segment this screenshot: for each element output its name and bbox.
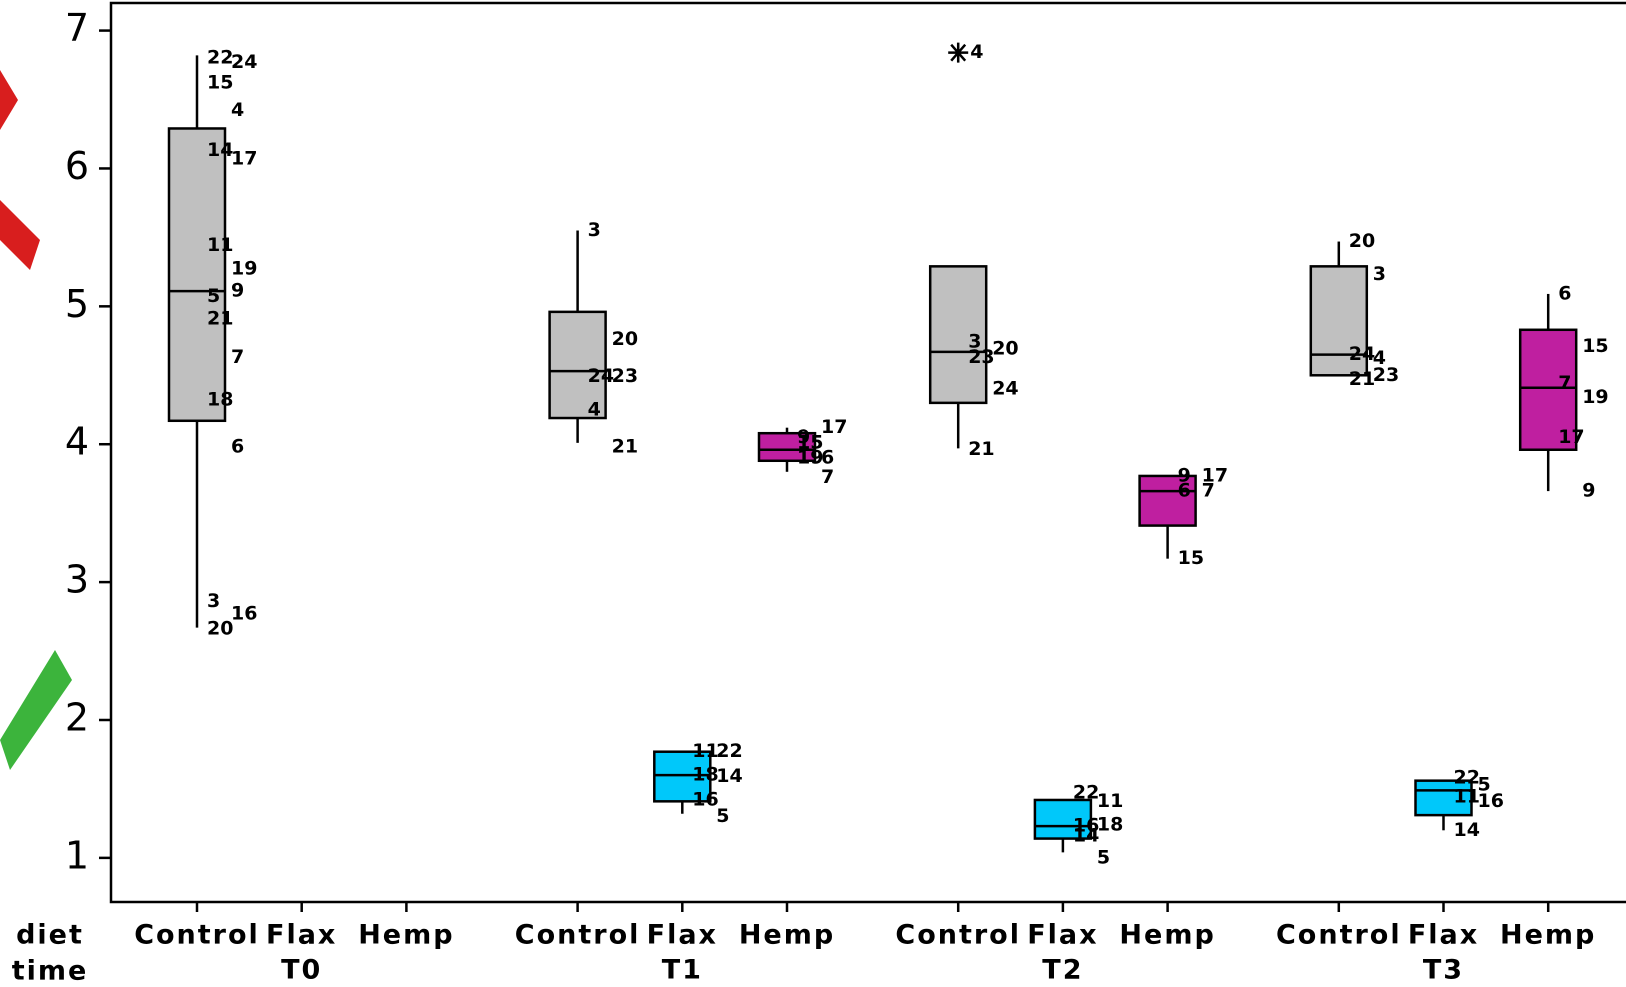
point-label: 19 bbox=[797, 447, 823, 469]
point-label: 24 bbox=[231, 51, 257, 73]
point-label: 4 bbox=[588, 398, 601, 420]
point-label: 20 bbox=[1349, 230, 1375, 252]
x-tick-label: Control bbox=[895, 920, 1021, 951]
point-label: 7 bbox=[1202, 480, 1215, 502]
point-label: 20 bbox=[992, 338, 1018, 360]
x-tick-label: Hemp bbox=[1119, 920, 1215, 951]
decoration bbox=[0, 70, 72, 770]
point-label: 16 bbox=[692, 788, 718, 810]
x-tick-label: Hemp bbox=[739, 920, 835, 951]
point-label: 14 bbox=[716, 765, 742, 787]
point-label: 21 bbox=[207, 307, 233, 329]
point-label: 23 bbox=[968, 346, 994, 368]
point-label: 15 bbox=[1582, 335, 1608, 357]
point-label: 22 bbox=[207, 47, 233, 69]
x-tick-label: Hemp bbox=[358, 920, 454, 951]
outlier bbox=[948, 43, 968, 63]
point-label: 3 bbox=[207, 590, 220, 612]
point-label: 5 bbox=[1097, 846, 1110, 868]
y-tick-label: 5 bbox=[65, 282, 89, 326]
x-tick-label: Control bbox=[515, 920, 641, 951]
point-label: 17 bbox=[821, 416, 847, 438]
outlier-label: 4 bbox=[970, 41, 983, 63]
point-label: 21 bbox=[968, 438, 994, 460]
y-tick-label: 3 bbox=[65, 558, 89, 602]
point-label: 15 bbox=[207, 71, 233, 93]
group-label: T0 bbox=[281, 955, 322, 986]
point-label: 23 bbox=[1373, 364, 1399, 386]
point-label: 7 bbox=[231, 346, 244, 368]
point-label: 22 bbox=[1073, 782, 1099, 804]
group-label: T3 bbox=[1423, 955, 1464, 986]
point-label: 21 bbox=[612, 435, 638, 457]
point-label: 17 bbox=[231, 147, 257, 169]
point-label: 11 bbox=[1097, 790, 1123, 812]
point-label: 9 bbox=[231, 280, 244, 302]
point-label: 24 bbox=[1349, 343, 1375, 365]
point-label: 24 bbox=[588, 365, 614, 387]
point-label: 3 bbox=[1373, 263, 1386, 285]
point-label: 4 bbox=[231, 99, 244, 121]
x-tick-label: Hemp bbox=[1500, 920, 1596, 951]
point-label: 23 bbox=[612, 365, 638, 387]
point-label: 14 bbox=[207, 139, 233, 161]
point-label: 18 bbox=[207, 389, 233, 411]
point-label: 7 bbox=[821, 466, 834, 488]
point-label: 5 bbox=[207, 285, 220, 307]
box bbox=[169, 128, 225, 420]
group-label: T1 bbox=[662, 955, 703, 986]
point-label: 15 bbox=[1178, 547, 1204, 569]
y-tick-label: 2 bbox=[65, 695, 89, 739]
x-tick-label: Control bbox=[134, 920, 260, 951]
y-tick-label: 4 bbox=[65, 420, 89, 464]
point-label: 18 bbox=[692, 764, 718, 786]
row-label: diet bbox=[16, 920, 84, 951]
point-label: 16 bbox=[231, 602, 257, 624]
point-label: 6 bbox=[1558, 282, 1571, 304]
point-label: 3 bbox=[588, 219, 601, 241]
point-label: 18 bbox=[1097, 813, 1123, 835]
point-label: 9 bbox=[1582, 480, 1595, 502]
row-label: time bbox=[12, 956, 89, 987]
point-label: 19 bbox=[1582, 386, 1608, 408]
x-tick-label: Flax bbox=[1408, 920, 1479, 951]
plot-frame bbox=[111, 3, 1626, 902]
point-label: 6 bbox=[231, 435, 244, 457]
x-tick-label: Flax bbox=[266, 920, 337, 951]
y-tick-label: 7 bbox=[65, 6, 89, 50]
point-label: 11 bbox=[207, 234, 233, 256]
point-label: 20 bbox=[207, 617, 233, 639]
point-label: 21 bbox=[1349, 368, 1375, 390]
point-label: 6 bbox=[1178, 480, 1191, 502]
point-label: 16 bbox=[1478, 790, 1504, 812]
chart: 1234567diettimeControl222415414171119592… bbox=[0, 0, 1626, 987]
point-label: 17 bbox=[1558, 426, 1584, 448]
point-label: 19 bbox=[231, 258, 257, 280]
point-label: 24 bbox=[992, 378, 1018, 400]
x-tick-label: Control bbox=[1276, 920, 1402, 951]
point-label: 11 bbox=[1454, 786, 1480, 808]
point-label: 22 bbox=[716, 740, 742, 762]
x-tick-label: Flax bbox=[1027, 920, 1098, 951]
point-label: 14 bbox=[1073, 824, 1099, 846]
point-label: 7 bbox=[1558, 372, 1571, 394]
y-tick-label: 1 bbox=[65, 833, 89, 877]
group-label: T2 bbox=[1042, 955, 1083, 986]
point-label: 14 bbox=[1454, 819, 1480, 841]
point-label: 11 bbox=[692, 740, 718, 762]
point-label: 20 bbox=[612, 328, 638, 350]
point-label: 5 bbox=[716, 805, 729, 827]
y-tick-label: 6 bbox=[65, 144, 89, 188]
x-tick-label: Flax bbox=[647, 920, 718, 951]
